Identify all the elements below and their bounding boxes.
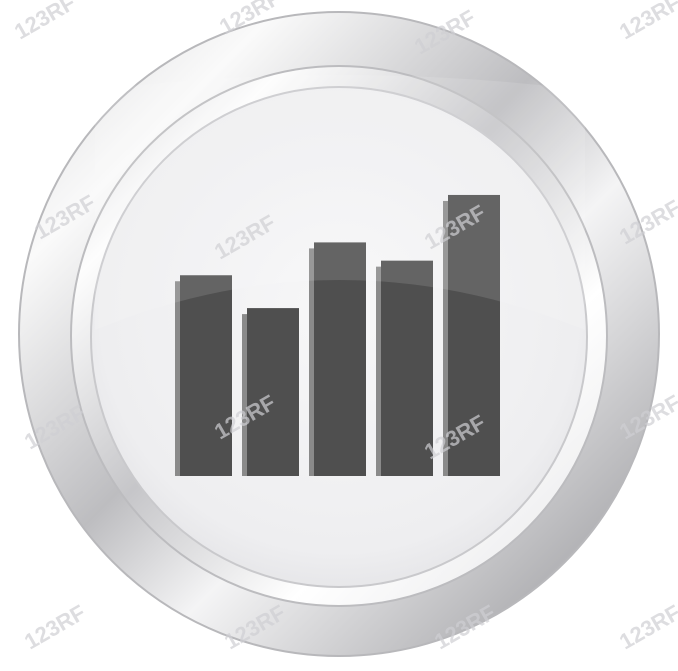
watermark-text: 123RF [615,0,678,44]
watermark-text: 123RF [10,0,80,44]
bar-5 [448,194,500,476]
bar-3 [314,242,366,476]
watermark-text: 123RF [20,600,90,655]
gloss-highlight [95,75,585,330]
bar-2 [247,308,299,476]
bar-4 [381,260,433,476]
bar-1 [180,275,232,476]
bar-chart-icon [175,194,500,476]
watermark-text: 123RF [615,600,678,655]
